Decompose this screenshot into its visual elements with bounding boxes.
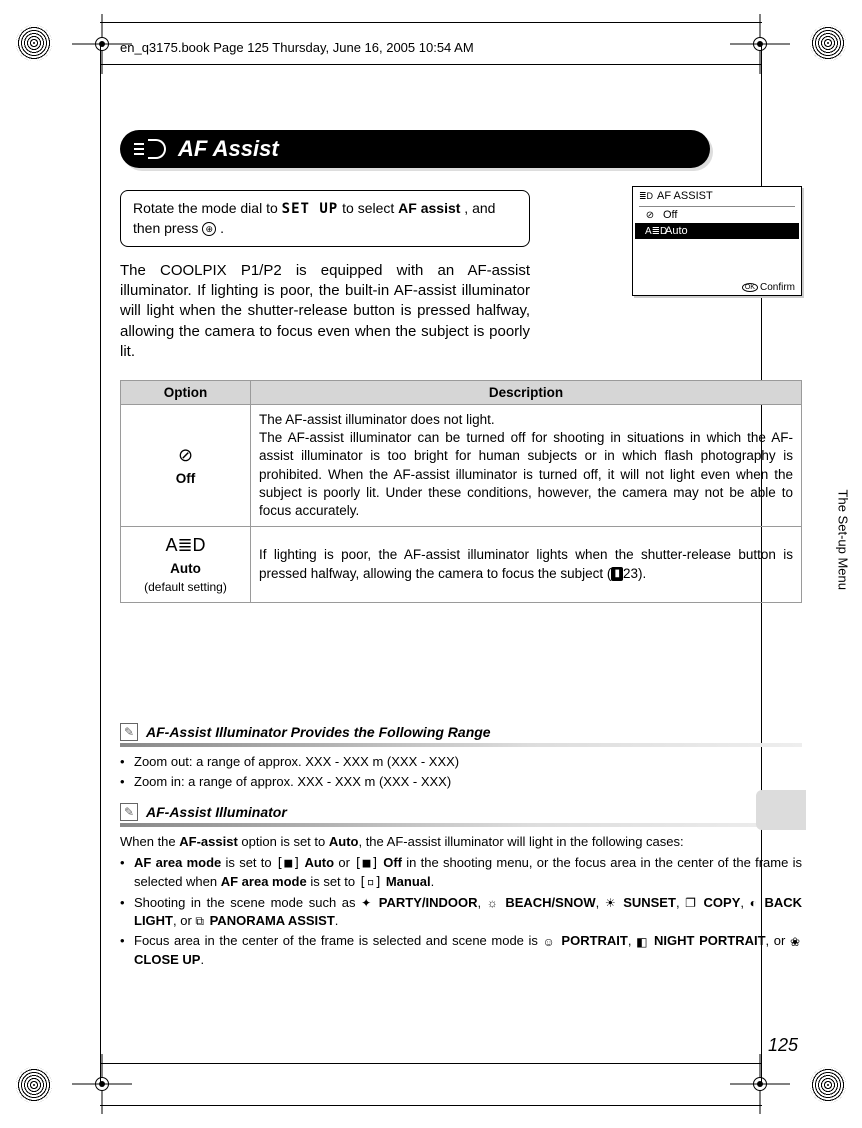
note-icon: ✎ bbox=[120, 723, 138, 741]
crop-mark bbox=[730, 14, 790, 74]
option-sublabel: (default setting) bbox=[144, 580, 227, 594]
frame-line bbox=[100, 42, 101, 1086]
instruction-text: Rotate the mode dial to bbox=[133, 200, 282, 216]
note-body: When the AF-assist option is set to Auto… bbox=[120, 833, 802, 968]
side-tab-label: The Set-up Menu bbox=[835, 490, 850, 590]
lcd-row-icon: A≣D bbox=[645, 226, 659, 237]
lcd-row: ⊘ Off bbox=[633, 207, 801, 223]
frame-line bbox=[100, 64, 762, 65]
lcd-title: ≣D AF ASSIST bbox=[633, 187, 801, 204]
option-icon: A≣D bbox=[129, 533, 242, 557]
section-title: AF Assist bbox=[178, 136, 279, 162]
lcd-title-text: AF ASSIST bbox=[657, 190, 713, 202]
description-cell: If lighting is poor, the AF-assist illum… bbox=[251, 527, 802, 603]
option-cell: A≣D Auto (default setting) bbox=[121, 527, 251, 603]
lcd-row-label: Off bbox=[663, 209, 677, 221]
note-heading: ✎ AF-Assist Illuminator Provides the Fol… bbox=[120, 723, 802, 747]
list-item: AF area mode is set to [■] Auto or [■] O… bbox=[120, 854, 802, 892]
lcd-confirm: OK Confirm bbox=[742, 282, 795, 293]
registration-mark bbox=[16, 1067, 52, 1103]
option-label: Off bbox=[129, 470, 242, 488]
table-row: A≣D Auto (default setting) If lighting is p… bbox=[121, 527, 802, 603]
registration-mark bbox=[16, 25, 52, 61]
description-cell: The AF-assist illuminator does not light… bbox=[251, 405, 802, 527]
registration-mark bbox=[810, 1067, 846, 1103]
ok-button-glyph: ⊕ bbox=[202, 222, 216, 236]
lcd-row: A≣D Auto bbox=[635, 223, 799, 239]
frame-line bbox=[100, 1105, 762, 1106]
setup-glyph: SET UP bbox=[282, 201, 339, 217]
af-assist-icon bbox=[134, 139, 166, 159]
note-title: AF-Assist Illuminator bbox=[146, 804, 287, 820]
note-icon: ✎ bbox=[120, 803, 138, 821]
frame-header: en_q3175.book Page 125 Thursday, June 16… bbox=[120, 40, 474, 55]
body-paragraph: The COOLPIX P1/P2 is equipped with an AF… bbox=[120, 261, 530, 362]
lcd-confirm-label: Confirm bbox=[760, 282, 795, 293]
instruction-text: to select bbox=[342, 200, 398, 216]
ok-icon: OK bbox=[742, 283, 758, 292]
option-cell: ⊘ Off bbox=[121, 405, 251, 527]
table-row: ⊘ Off The AF-assist illuminator does not l… bbox=[121, 405, 802, 527]
registration-mark bbox=[810, 25, 846, 61]
option-label: Auto bbox=[129, 560, 242, 578]
side-tab-mark bbox=[756, 790, 806, 830]
instruction-bold: AF assist bbox=[398, 200, 460, 216]
note-heading: ✎ AF-Assist Illuminator bbox=[120, 803, 802, 827]
list-item: Zoom out: a range of approx. XXX - XXX m… bbox=[120, 753, 802, 771]
page-number: 125 bbox=[768, 1035, 798, 1056]
instruction-box: Rotate the mode dial to SET UP to select… bbox=[120, 190, 530, 247]
note-intro: When the AF-assist option is set to Auto… bbox=[120, 833, 802, 851]
list-item: Shooting in the scene mode such as ✦ PAR… bbox=[120, 894, 802, 930]
frame-line bbox=[100, 1063, 762, 1064]
lcd-row-label: Auto bbox=[665, 225, 688, 237]
list-item: Focus area in the center of the frame is… bbox=[120, 932, 802, 968]
lcd-row-icon: ⊘ bbox=[643, 210, 657, 221]
note-body: Zoom out: a range of approx. XXX - XXX m… bbox=[120, 753, 802, 791]
page-ref-icon: ▮ bbox=[611, 567, 623, 581]
frame-line bbox=[100, 22, 762, 23]
lcd-preview: ≣D AF ASSIST ⊘ Off A≣D Auto OK Confirm bbox=[632, 186, 802, 296]
instruction-text: . bbox=[220, 220, 224, 236]
list-item: Zoom in: a range of approx. XXX - XXX m … bbox=[120, 773, 802, 791]
option-icon: ⊘ bbox=[129, 443, 242, 467]
note-title: AF-Assist Illuminator Provides the Follo… bbox=[146, 724, 491, 740]
section-header: AF Assist bbox=[120, 130, 710, 168]
table-header-description: Description bbox=[251, 381, 802, 405]
options-table: Option Description ⊘ Off The AF-assist ill… bbox=[120, 380, 802, 603]
table-header-option: Option bbox=[121, 381, 251, 405]
